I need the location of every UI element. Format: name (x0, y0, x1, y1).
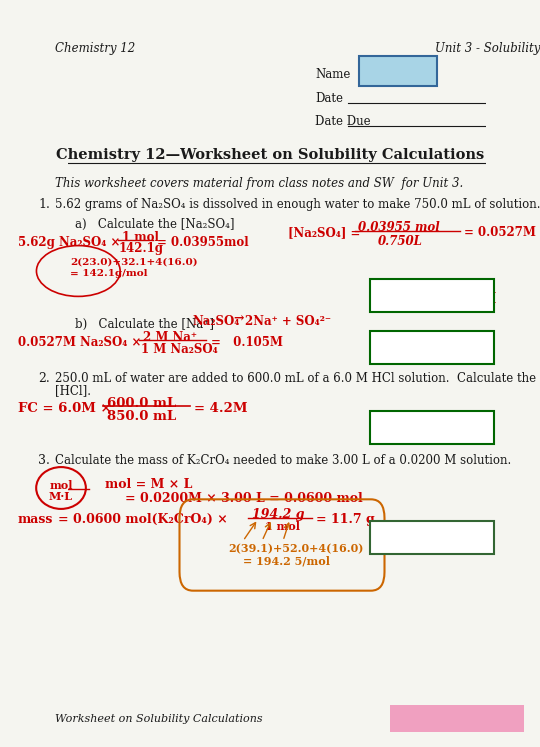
Text: mol = M × L: mol = M × L (105, 478, 192, 491)
Text: =   0.105M: = 0.105M (211, 336, 283, 349)
Text: 2(23.0)+32.1+4(16.0): 2(23.0)+32.1+4(16.0) (70, 258, 198, 267)
Text: Page 1 of 4 pages: Page 1 of 4 pages (407, 715, 507, 725)
Text: mass: mass (18, 513, 53, 526)
Text: 600.0 mL: 600.0 mL (107, 397, 176, 410)
Text: 1 M Na₂SO₄: 1 M Na₂SO₄ (141, 343, 218, 356)
Text: 3.: 3. (38, 454, 50, 467)
Text: 2Na⁺ + SO₄²⁻: 2Na⁺ + SO₄²⁻ (245, 315, 331, 328)
Text: 0.0527M: 0.0527M (429, 292, 497, 306)
Text: Worksheet on Solubility Calculations: Worksheet on Solubility Calculations (55, 714, 262, 724)
Text: 142.1g: 142.1g (119, 242, 164, 255)
Text: mol: mol (49, 480, 73, 491)
Text: 0.750L: 0.750L (378, 235, 423, 248)
Text: 5.62g Na₂SO₄ ×: 5.62g Na₂SO₄ × (18, 236, 120, 249)
Text: Date: Date (315, 92, 343, 105)
Text: = 0.0527M: = 0.0527M (464, 226, 536, 239)
Text: KEY: KEY (379, 69, 417, 87)
Text: 0.0527M Na₂SO₄ ×: 0.0527M Na₂SO₄ × (18, 336, 141, 349)
Text: 2(39.1)+52.0+4(16.0): 2(39.1)+52.0+4(16.0) (228, 543, 363, 554)
Text: = 0.0600 mol(K₂CrO₄) ×: = 0.0600 mol(K₂CrO₄) × (58, 513, 228, 526)
Text: Chemistry 12: Chemistry 12 (55, 42, 135, 55)
Text: Answer: Answer (387, 536, 427, 545)
Text: 11.7g: 11.7g (439, 534, 487, 548)
Text: Unit 3 - Solubility: Unit 3 - Solubility (435, 42, 540, 55)
Text: Answer: Answer (387, 346, 427, 355)
Text: 2 M Na⁺: 2 M Na⁺ (143, 331, 197, 344)
Text: 2.: 2. (38, 372, 50, 385)
Text: 850.0 mL: 850.0 mL (107, 410, 176, 423)
Text: = 194.2 5/mol: = 194.2 5/mol (243, 555, 330, 566)
Text: This worksheet covers material from class notes and SW  for Unit 3.: This worksheet covers material from clas… (55, 177, 463, 190)
Text: Calculate the mass of K₂CrO₄ needed to make 3.00 L of a 0.0200 M solution.: Calculate the mass of K₂CrO₄ needed to m… (55, 454, 511, 467)
Text: = 142.1g/mol: = 142.1g/mol (70, 269, 147, 278)
Text: 1.: 1. (38, 198, 50, 211)
Text: 5.62 grams of Na₂SO₄ is dissolved in enough water to make 750.0 mL of solution.: 5.62 grams of Na₂SO₄ is dissolved in eno… (55, 198, 540, 211)
Text: Na₂SO₄: Na₂SO₄ (192, 315, 239, 328)
Text: a)   Calculate the [Na₂SO₄]: a) Calculate the [Na₂SO₄] (75, 218, 234, 231)
Text: [Na₂SO₄] =: [Na₂SO₄] = (288, 226, 360, 239)
Text: FC = 6.0M ×: FC = 6.0M × (18, 402, 112, 415)
Text: 250.0 mL of water are added to 600.0 mL of a 6.0 M HCl solution.  Calculate the : 250.0 mL of water are added to 600.0 mL … (55, 372, 540, 385)
Text: 4.2M: 4.2M (441, 424, 485, 438)
Text: Answer: Answer (387, 426, 427, 435)
Text: 1 mol: 1 mol (265, 521, 300, 532)
Text: Answer: Answer (387, 294, 427, 303)
Text: M·L: M·L (49, 491, 73, 502)
Text: Name: Name (315, 68, 350, 81)
Text: b)   Calculate the [Na⁺]: b) Calculate the [Na⁺] (75, 318, 214, 331)
Text: = 0.0200M × 3.00 L = 0.0600 mol: = 0.0200M × 3.00 L = 0.0600 mol (125, 492, 363, 505)
Text: 0.105 M: 0.105 M (431, 344, 495, 358)
Text: = 0.03955mol: = 0.03955mol (157, 236, 248, 249)
Text: 0.03955 mol: 0.03955 mol (358, 221, 440, 234)
Text: →: → (233, 313, 244, 326)
Text: Chemistry 12—Worksheet on Solubility Calculations: Chemistry 12—Worksheet on Solubility Cal… (56, 148, 484, 162)
Text: Date Due: Date Due (315, 115, 370, 128)
Text: 1 mol: 1 mol (122, 231, 159, 244)
Text: 194.2 g: 194.2 g (252, 508, 305, 521)
Text: = 4.2M: = 4.2M (194, 402, 247, 415)
Text: = 11.7 g: = 11.7 g (316, 513, 375, 526)
Text: [HCl].: [HCl]. (55, 384, 91, 397)
